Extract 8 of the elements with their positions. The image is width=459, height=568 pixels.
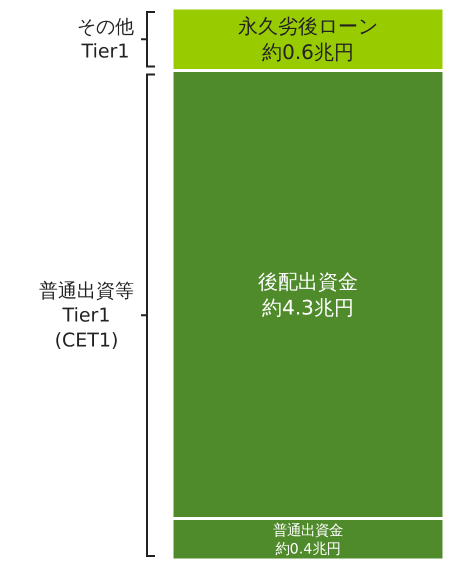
series-label: 後配出資金	[258, 269, 358, 294]
data-label: 約4.3兆円	[262, 295, 354, 320]
text: その他 Tier1	[77, 16, 134, 63]
series-label: 普通出資金	[273, 522, 343, 539]
text: 普通出資等 Tier1 (CET1)	[39, 280, 134, 352]
data-label: 約0.6兆円	[262, 40, 354, 64]
series-label: 永久劣後ローン	[238, 14, 378, 38]
data-label: 約0.4兆円	[276, 541, 340, 558]
